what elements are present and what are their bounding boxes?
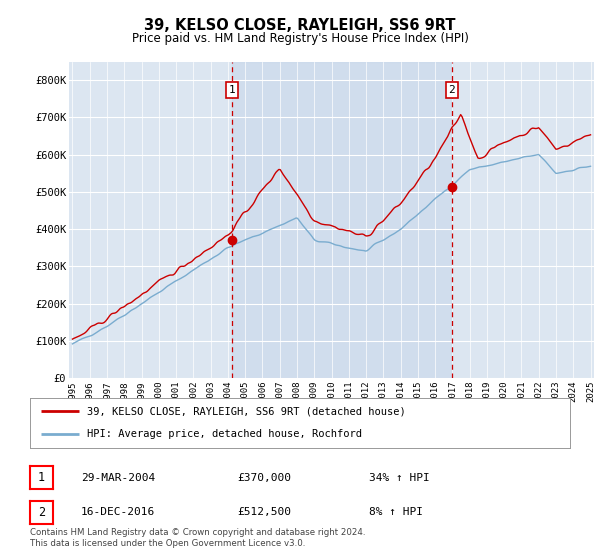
Text: HPI: Average price, detached house, Rochford: HPI: Average price, detached house, Roch… bbox=[86, 430, 362, 440]
Text: 1: 1 bbox=[229, 85, 235, 95]
Bar bbox=[232, 62, 452, 378]
Text: 29-MAR-2004: 29-MAR-2004 bbox=[81, 473, 155, 483]
Text: 39, KELSO CLOSE, RAYLEIGH, SS6 9RT (detached house): 39, KELSO CLOSE, RAYLEIGH, SS6 9RT (deta… bbox=[86, 406, 406, 416]
Text: 2: 2 bbox=[38, 506, 45, 519]
Text: 34% ↑ HPI: 34% ↑ HPI bbox=[369, 473, 430, 483]
Text: 2: 2 bbox=[448, 85, 455, 95]
Text: 16-DEC-2016: 16-DEC-2016 bbox=[81, 507, 155, 517]
Text: 39, KELSO CLOSE, RAYLEIGH, SS6 9RT: 39, KELSO CLOSE, RAYLEIGH, SS6 9RT bbox=[144, 18, 456, 33]
Text: Price paid vs. HM Land Registry's House Price Index (HPI): Price paid vs. HM Land Registry's House … bbox=[131, 32, 469, 45]
Text: £370,000: £370,000 bbox=[237, 473, 291, 483]
Text: 8% ↑ HPI: 8% ↑ HPI bbox=[369, 507, 423, 517]
Text: 1: 1 bbox=[38, 471, 45, 484]
Text: £512,500: £512,500 bbox=[237, 507, 291, 517]
Text: Contains HM Land Registry data © Crown copyright and database right 2024.
This d: Contains HM Land Registry data © Crown c… bbox=[30, 528, 365, 548]
